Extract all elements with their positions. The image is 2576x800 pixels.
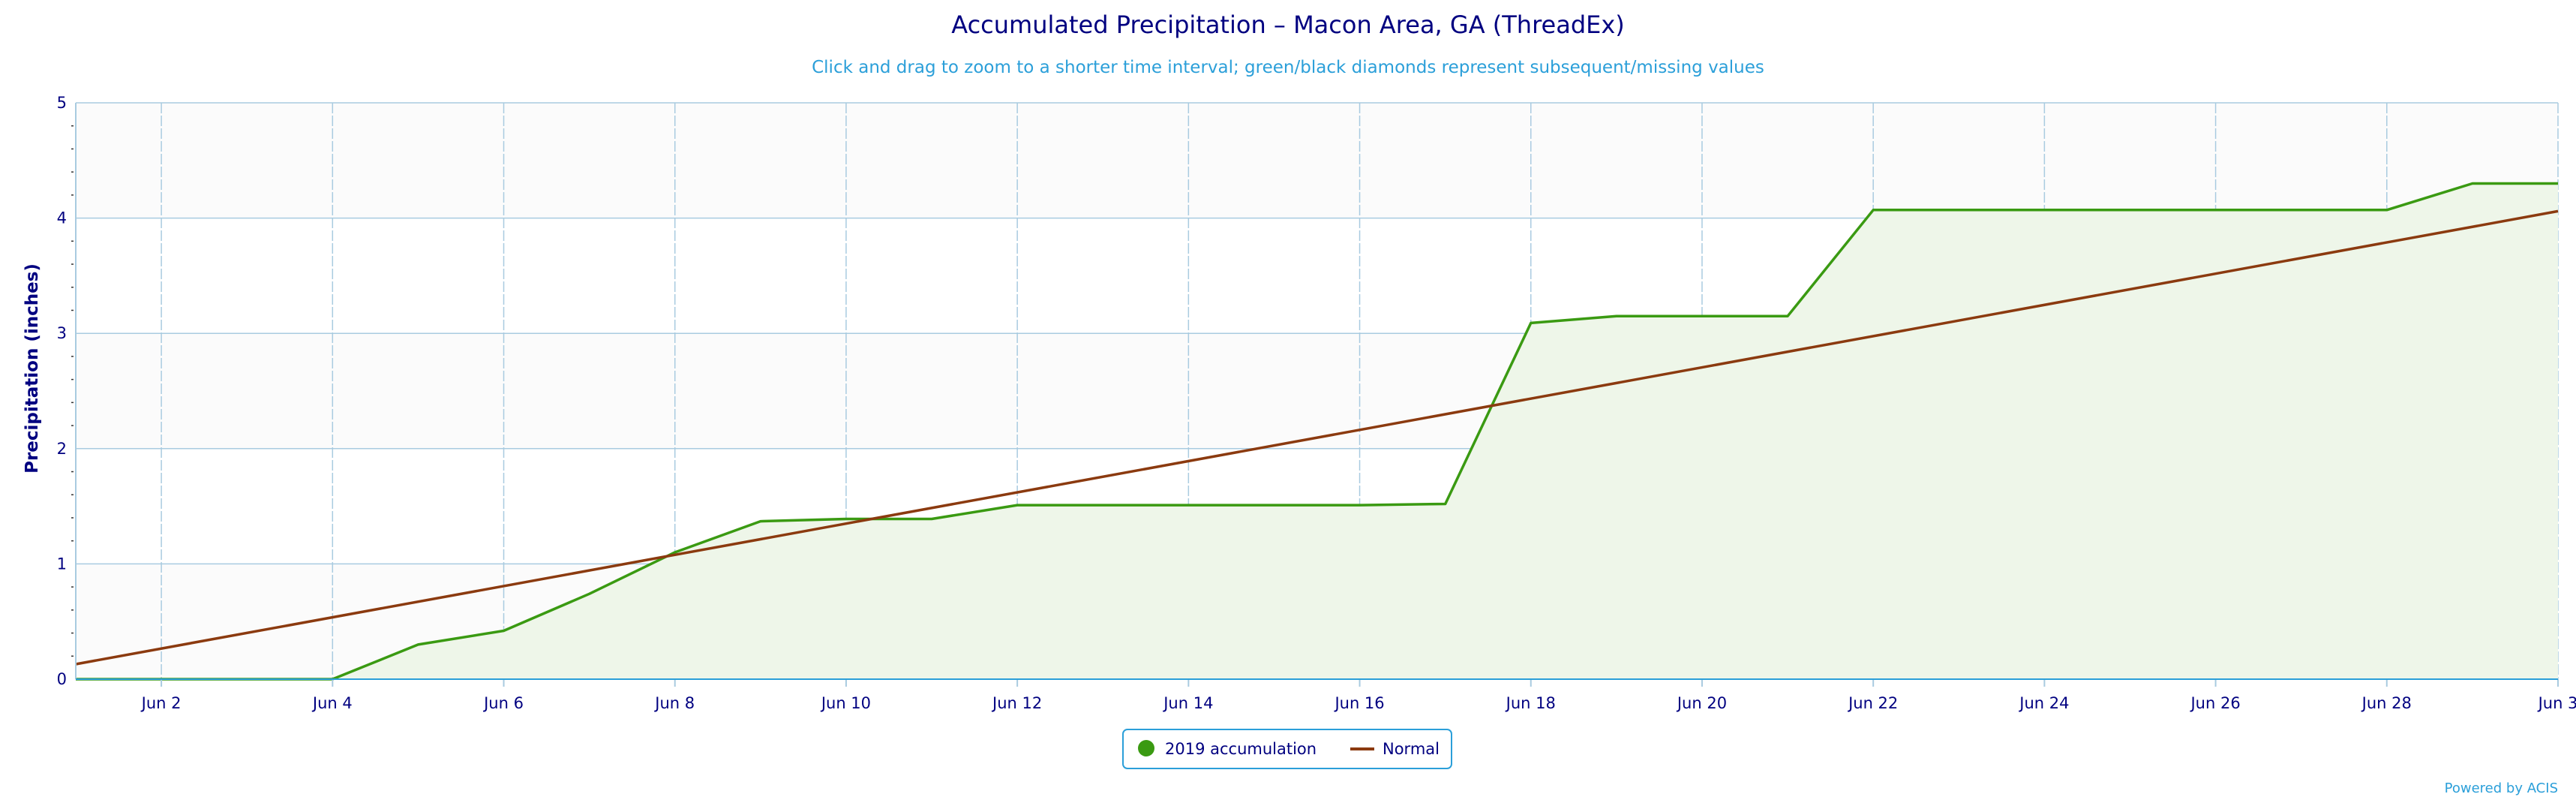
x-tick-label-20: Jun 20 (1676, 694, 1727, 712)
series-line-normal[interactable] (75, 209, 2559, 666)
x-tick-label-30: Jun 3 (2537, 694, 2576, 712)
x-tick-label-22: Jun 22 (1847, 694, 1898, 712)
x-tick-label-12: Jun 12 (991, 694, 1042, 712)
legend-marker-2019-accumulation[interactable] (1138, 740, 1154, 756)
x-tick-label-16: Jun 16 (1333, 694, 1384, 712)
legend-label-normal[interactable]: Normal (1383, 740, 1440, 758)
x-tick-label-2: Jun 2 (140, 694, 182, 712)
credit-text[interactable]: Powered by ACIS (2445, 780, 2558, 796)
series-area-2019-accumulation (76, 183, 2558, 679)
legend-label-2019-accumulation[interactable]: 2019 accumulation (1165, 740, 1317, 758)
chart-subtitle: Click and drag to zoom to a shorter time… (812, 58, 1764, 77)
chart-title: Accumulated Precipitation – Macon Area, … (951, 11, 1625, 39)
y-tick-label-5: 5 (57, 94, 67, 112)
x-tick-label-24: Jun 24 (2018, 694, 2069, 712)
x-tick-label-18: Jun 18 (1505, 694, 1556, 712)
x-tick-label-10: Jun 10 (820, 694, 871, 712)
series-line-layer (75, 182, 2559, 681)
x-tick-label-4: Jun 4 (311, 694, 353, 712)
y-tick-label-1: 1 (57, 555, 67, 573)
x-tick-label-6: Jun 6 (482, 694, 524, 712)
y-axis-label: Precipitation (inches) (23, 263, 42, 474)
x-tick-label-8: Jun 8 (653, 694, 695, 712)
series-area-layer (76, 183, 2558, 679)
series-line-2019-accumulation[interactable] (76, 182, 2558, 681)
y-tick-label-3: 3 (57, 324, 67, 342)
axes: 0 1 2 3 4 5 Jun 2 Jun 4 Jun 6 Jun 8 Jun 10 Jun 12 Ju… (57, 94, 2576, 712)
legend[interactable]: 2019 accumulation Normal (1122, 729, 1452, 769)
legend-box (1122, 729, 1452, 769)
x-tick-label-26: Jun 26 (2189, 694, 2240, 712)
plot-band-4 (76, 103, 2558, 218)
x-tick-label-28: Jun 28 (2361, 694, 2412, 712)
y-tick-label-0: 0 (57, 670, 67, 688)
y-tick-label-4: 4 (57, 209, 67, 227)
x-tick-label-14: Jun 14 (1162, 694, 1213, 712)
y-tick-label-2: 2 (57, 440, 67, 458)
